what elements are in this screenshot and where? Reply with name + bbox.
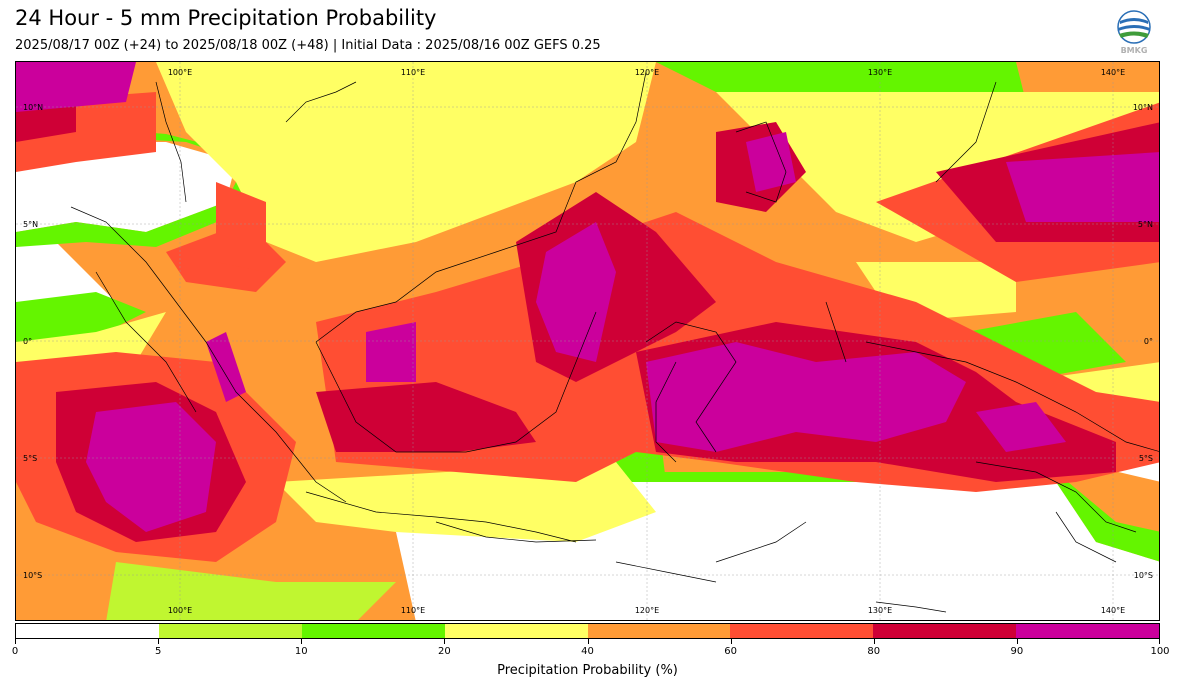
colorbar-segment [873, 624, 1017, 638]
lon-label-bottom-5: 140°E [1101, 606, 1125, 615]
lat-label-right-1: 10°N [1133, 103, 1153, 112]
lon-label-top-4: 130°E [868, 68, 892, 77]
colorbar-tick-label: 10 [294, 646, 308, 657]
lon-label-bottom-4: 130°E [868, 606, 892, 615]
colorbar-segment [158, 624, 302, 638]
colorbar-tick-label: 5 [154, 646, 162, 657]
colorbar [15, 623, 1160, 639]
colorbar-tick-label: 60 [724, 646, 737, 657]
lat-label-right-5: 10°S [1134, 571, 1153, 580]
lat-label-right-4: 5°S [1139, 454, 1153, 463]
colorbar-tick [1016, 639, 1018, 644]
lat-label-left-2: 5°N [23, 220, 38, 229]
colorbar-segment [587, 624, 731, 638]
lat-label-right-3: 0° [1144, 337, 1153, 346]
colorbar-tick [1159, 639, 1160, 644]
lon-label-top-5: 140°E [1101, 68, 1125, 77]
precipitation-map: 100°E 110°E 120°E 130°E 140°E 100°E 110°… [15, 61, 1160, 621]
colorbar-segment [1016, 624, 1159, 638]
colorbar-tick-label: 90 [1010, 646, 1024, 657]
colorbar-tick [730, 639, 732, 644]
chart-title: 24 Hour - 5 mm Precipitation Probability [15, 6, 437, 30]
colorbar-tick [444, 639, 446, 644]
colorbar-segment [301, 624, 445, 638]
lon-label-bottom-2: 110°E [401, 606, 425, 615]
lat-label-left-1: 10°N [23, 103, 43, 112]
bmkg-logo-icon: BMKG [1114, 10, 1154, 56]
lon-label-top-3: 120°E [635, 68, 659, 77]
lon-label-bottom-1: 100°E [168, 606, 192, 615]
colorbar-tick [873, 639, 875, 644]
lat-label-left-4: 5°S [23, 454, 37, 463]
lon-label-bottom-3: 120°E [635, 606, 659, 615]
logo-text: BMKG [1121, 46, 1148, 55]
colorbar-segment [16, 624, 159, 638]
lat-label-left-3: 0° [23, 337, 32, 346]
colorbar-tick [587, 639, 589, 644]
colorbar-segment [730, 624, 874, 638]
lon-label-top-1: 100°E [168, 68, 192, 77]
colorbar-tick-label: 40 [581, 646, 594, 657]
colorbar-segment [444, 624, 588, 638]
colorbar-tick-label: 0 [11, 646, 19, 657]
lat-label-left-5: 10°S [23, 571, 42, 580]
colorbar-tick [15, 639, 16, 644]
chart-subtitle: 2025/08/17 00Z (+24) to 2025/08/18 00Z (… [15, 38, 601, 53]
lat-label-right-2: 5°N [1138, 220, 1153, 229]
colorbar-label: Precipitation Probability (%) [497, 663, 678, 678]
colorbar-tick-label: 20 [438, 646, 451, 657]
colorbar-tick [301, 639, 303, 644]
colorbar-tick-label: 80 [867, 646, 881, 657]
colorbar-tick [158, 639, 160, 644]
colorbar-tick-label: 100 [1150, 646, 1170, 657]
lon-label-top-2: 110°E [401, 68, 425, 77]
